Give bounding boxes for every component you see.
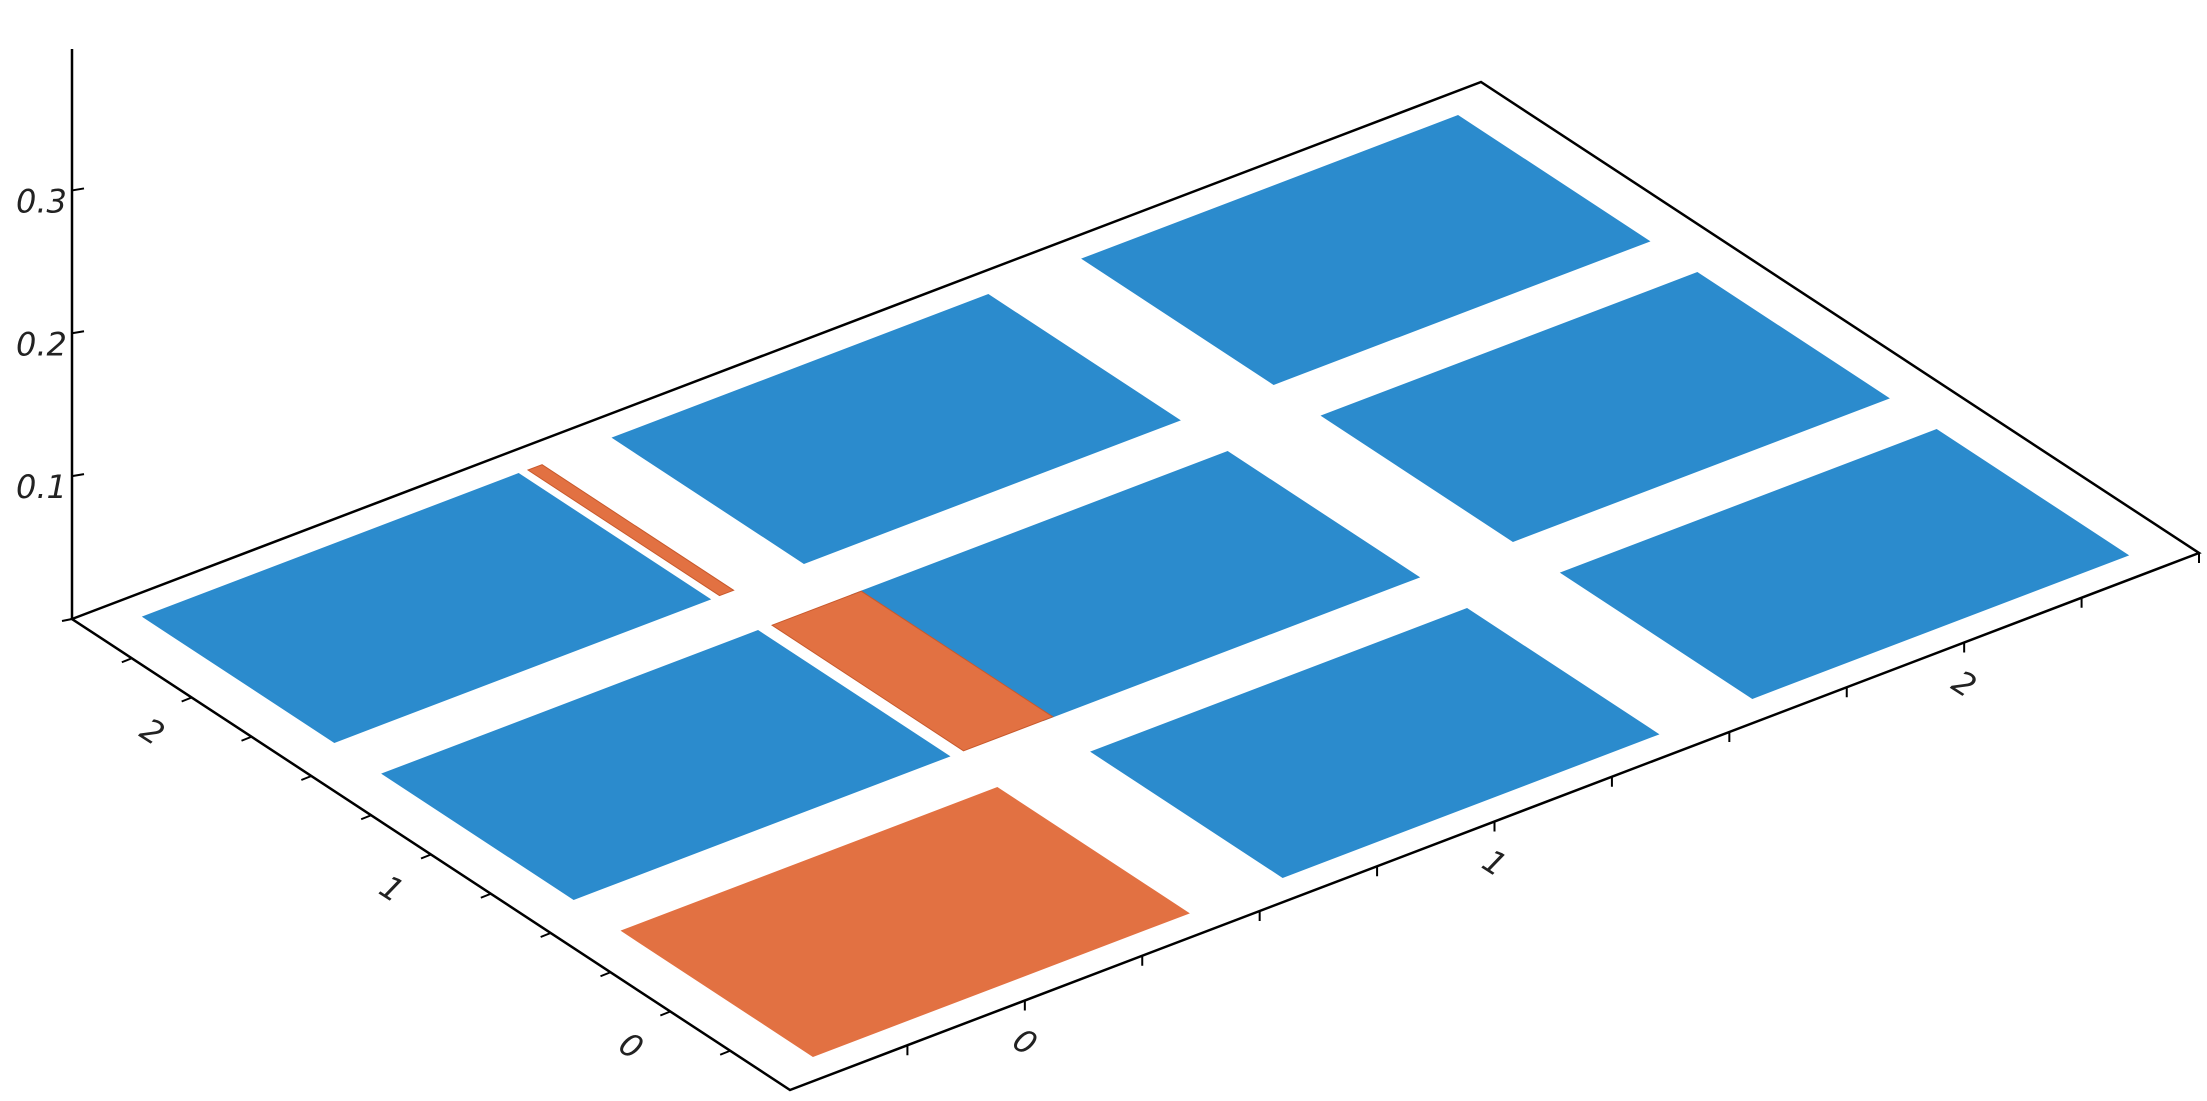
bar-x1-y2 [1320, 272, 1890, 542]
bar-x2-y0 [141, 473, 712, 743]
bar-x2-y2 [1081, 115, 1651, 385]
x-tick-1 [659, 1010, 671, 1017]
bar-x2-y1 [611, 294, 1181, 564]
bar-x1-y0 [381, 630, 951, 900]
orange-strip-1 [526, 464, 735, 597]
x-tick-6 [360, 814, 372, 821]
z-tick-base [61, 618, 73, 622]
bars-layer [141, 115, 2130, 1057]
x-tick-4 [480, 892, 492, 899]
bar-x0-y1 [1090, 608, 1660, 878]
z-tick-label-0-3: 0.3 [16, 182, 67, 220]
x-tick-8 [241, 735, 252, 742]
y-tick-label-1: 1 [1476, 841, 1514, 884]
orange-strip-0 [771, 590, 1054, 752]
bar-x0-y0 [620, 787, 1190, 1057]
y-tick-label-2: 2 [1945, 662, 1983, 705]
y-tick-label-0: 0 [1006, 1020, 1044, 1063]
x-tick-label-0: 0 [612, 1024, 650, 1067]
x-tick-2 [600, 971, 611, 978]
bar-x0-y2 [1559, 429, 2130, 699]
z-tick-label-0-2: 0.2 [16, 325, 67, 363]
x-tick-label-2: 2 [133, 710, 171, 753]
z-tick-1 [71, 330, 85, 335]
z-tick-0 [71, 473, 85, 478]
z-tick-2 [71, 187, 85, 192]
z-tick-label-0-1: 0.1 [16, 468, 67, 506]
x-tick-5 [420, 853, 432, 860]
x-tick-9 [181, 696, 193, 703]
x-tick-3 [540, 932, 552, 938]
x-tick-label-1: 1 [373, 867, 411, 910]
x-tick-0 [719, 1049, 731, 1056]
x-tick-7 [300, 775, 312, 781]
x-tick-10 [121, 657, 133, 664]
